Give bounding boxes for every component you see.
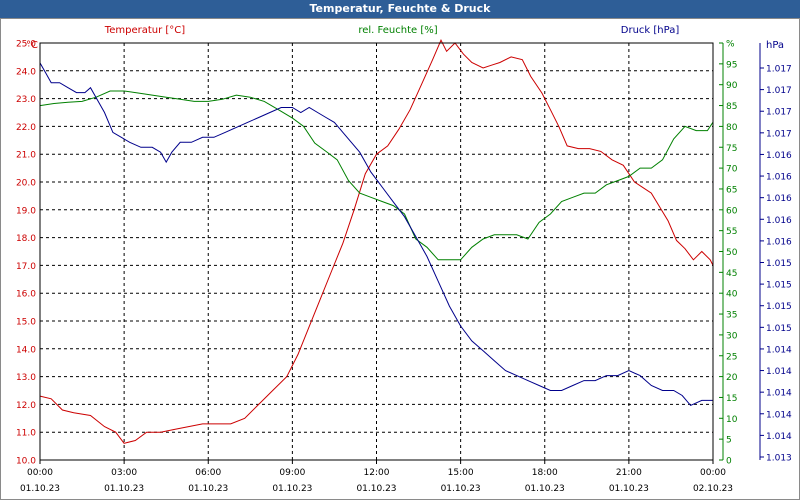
pressure-tick-label: 1.016 [766, 237, 792, 247]
x-tick-date-label: 01.10.23 [272, 484, 312, 494]
humidity-tick-label: 65 [726, 185, 737, 195]
temperature-tick-label: 23.0 [16, 95, 36, 105]
x-tick-date-label: 01.10.23 [104, 484, 144, 494]
humidity-tick-label: 95 [726, 60, 737, 70]
pressure-tick-label: 1.014 [766, 432, 792, 442]
x-tick-date-label: 01.10.23 [525, 484, 565, 494]
chart-grid [40, 42, 713, 460]
window-title: Temperatur, Feuchte & Druck [0, 0, 800, 18]
temperature-tick-label: 15.0 [16, 318, 36, 328]
temperature-tick-label: 11.0 [16, 429, 36, 439]
humidity-tick-label: 55 [726, 227, 737, 237]
pressure-tick-label: 1.015 [766, 324, 792, 334]
chart-series [39, 39, 714, 444]
x-tick-date-label: 01.10.23 [356, 484, 396, 494]
x-tick-time-label: 15:00 [448, 468, 474, 478]
temperature-tick-label: 25.0 [16, 40, 36, 50]
pressure-tick-label: 1.017 [766, 65, 792, 75]
pressure-tick-label: 1.013 [766, 454, 792, 464]
pressure-tick-label: 1.014 [766, 389, 792, 399]
humidity-tick-label: 20 [726, 373, 738, 383]
humidity-tick-label: 40 [726, 290, 738, 300]
x-tick-time-label: 00:00 [700, 468, 726, 478]
legend-temperature: Temperatur [°C] [104, 25, 185, 36]
x-tick-time-label: 09:00 [279, 468, 305, 478]
humidity-tick-label: 50 [726, 248, 738, 258]
series-line-pressure [39, 62, 713, 407]
x-tick-time-label: 06:00 [195, 468, 221, 478]
humidity-tick-label: 60 [726, 206, 738, 216]
pressure-tick-label: 1.015 [766, 281, 792, 291]
series-line-humidity [39, 90, 714, 261]
humidity-tick-label: % [726, 40, 735, 50]
humidity-tick-label: 10 [726, 415, 738, 425]
pressure-tick-label: 1.014 [766, 345, 792, 355]
legend-pressure: Druck [hPa] [621, 25, 680, 36]
pressure-tick-label: 1.017 [766, 129, 792, 139]
humidity-tick-label: 35 [726, 311, 737, 321]
chart-axes: 10.0 11.0 12.0 13.0 14.0 15.0 16.0 17.0 18.0 19.0… [16, 40, 792, 495]
x-tick-time-label: 12:00 [364, 468, 390, 478]
pressure-tick-label: 1.016 [766, 173, 792, 183]
temperature-unit-label: °C [26, 40, 38, 51]
x-tick-time-label: 03:00 [111, 468, 137, 478]
temperature-tick-label: 14.0 [16, 345, 36, 355]
pressure-tick-label: 1.014 [766, 367, 792, 377]
humidity-tick-label: 0 [726, 457, 732, 467]
pressure-unit-label: hPa [766, 40, 784, 51]
pressure-tick-label: 1.015 [766, 302, 792, 312]
humidity-tick-label: 5 [726, 436, 732, 446]
x-tick-date-label: 02.10.23 [693, 484, 733, 494]
humidity-tick-label: 30 [726, 331, 738, 341]
humidity-tick-label: 80 [726, 123, 738, 133]
pressure-tick-label: 1.016 [766, 216, 792, 226]
temperature-tick-label: 22.0 [16, 123, 36, 133]
humidity-tick-label: 70 [726, 165, 738, 175]
series-line-temperature [39, 39, 714, 444]
chart-labels: Temperatur [°C] rel. Feuchte [%] Druck [… [26, 25, 784, 51]
pressure-tick-label: 1.017 [766, 86, 792, 96]
pressure-tick-label: 1.016 [766, 151, 792, 161]
humidity-tick-label: 25 [726, 352, 737, 362]
humidity-tick-label: 45 [726, 269, 737, 279]
pressure-tick-label: 1.016 [766, 194, 792, 204]
temperature-tick-label: 20.0 [16, 179, 36, 189]
x-tick-date-label: 01.10.23 [188, 484, 228, 494]
humidity-tick-label: 90 [726, 81, 738, 91]
temperature-tick-label: 19.0 [16, 206, 36, 216]
temperature-tick-label: 17.0 [16, 262, 36, 272]
plot-border [39, 42, 714, 461]
legend-humidity: rel. Feuchte [%] [358, 25, 437, 36]
humidity-tick-label: 15 [726, 394, 737, 404]
humidity-tick-label: 75 [726, 144, 737, 154]
temperature-tick-label: 13.0 [16, 373, 36, 383]
temperature-tick-label: 21.0 [16, 151, 36, 161]
x-tick-time-label: 21:00 [616, 468, 642, 478]
humidity-tick-label: 85 [726, 102, 737, 112]
pressure-tick-label: 1.017 [766, 108, 792, 118]
x-tick-date-label: 01.10.23 [20, 484, 60, 494]
temperature-tick-label: 10.0 [16, 457, 36, 467]
temperature-tick-label: 12.0 [16, 401, 36, 411]
temperature-tick-label: 18.0 [16, 234, 36, 244]
x-tick-date-label: 01.10.23 [441, 484, 481, 494]
pressure-tick-label: 1.015 [766, 259, 792, 269]
x-tick-time-label: 18:00 [532, 468, 558, 478]
temperature-tick-label: 16.0 [16, 290, 36, 300]
x-tick-date-label: 01.10.23 [609, 484, 649, 494]
pressure-tick-label: 1.014 [766, 410, 792, 420]
x-tick-time-label: 00:00 [27, 468, 53, 478]
temperature-tick-label: 24.0 [16, 67, 36, 77]
